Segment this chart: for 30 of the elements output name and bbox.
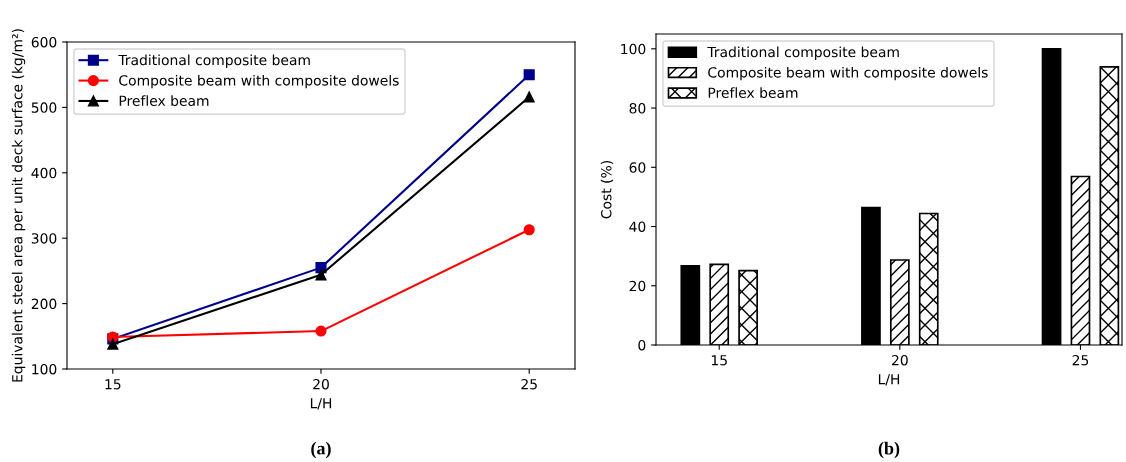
y-tick-label: 600: [31, 36, 57, 48]
x-tick-label: 25: [1072, 354, 1089, 366]
y-axis-title: Equivalent steel area per unit deck surface (kg/m²): [11, 29, 26, 382]
x-tick-label: 20: [313, 378, 329, 390]
y-tick-label: 100: [621, 43, 646, 55]
x-tick-label: 20: [892, 354, 908, 366]
y-tick-label: 400: [31, 167, 57, 179]
y-tick-label: 20: [629, 280, 646, 292]
legend-label: Preflex beam: [708, 87, 798, 99]
y-tick-label: 100: [32, 363, 57, 375]
legend-label: Composite beam with composite dowels: [119, 74, 399, 89]
x-axis-title: L/H: [878, 374, 900, 386]
y-tick-label: 200: [31, 298, 57, 310]
y-tick-label: 60: [629, 162, 646, 173]
y-tick-label: 80: [629, 103, 646, 114]
x-axis-title: L/H: [310, 398, 332, 410]
legend-label: Traditional composite beam: [118, 54, 310, 68]
legend-label: Composite beam with composite dowels: [708, 66, 988, 81]
y-tick-label: 40: [629, 221, 646, 232]
y-axis-title: Cost (%): [600, 161, 614, 219]
y-tick-label: 300: [31, 233, 57, 244]
x-tick-label: 15: [105, 379, 121, 390]
x-tick-label: 15: [711, 355, 727, 366]
text: (b): [878, 441, 900, 459]
legend-label: Traditional composite beam: [707, 46, 899, 60]
x-tick-label: 25: [521, 378, 537, 390]
y-tick-label: 500: [31, 102, 57, 113]
y-tick-label: 0: [638, 339, 646, 351]
legend-label: Preflex beam: [119, 95, 209, 107]
text: (a): [311, 441, 331, 459]
